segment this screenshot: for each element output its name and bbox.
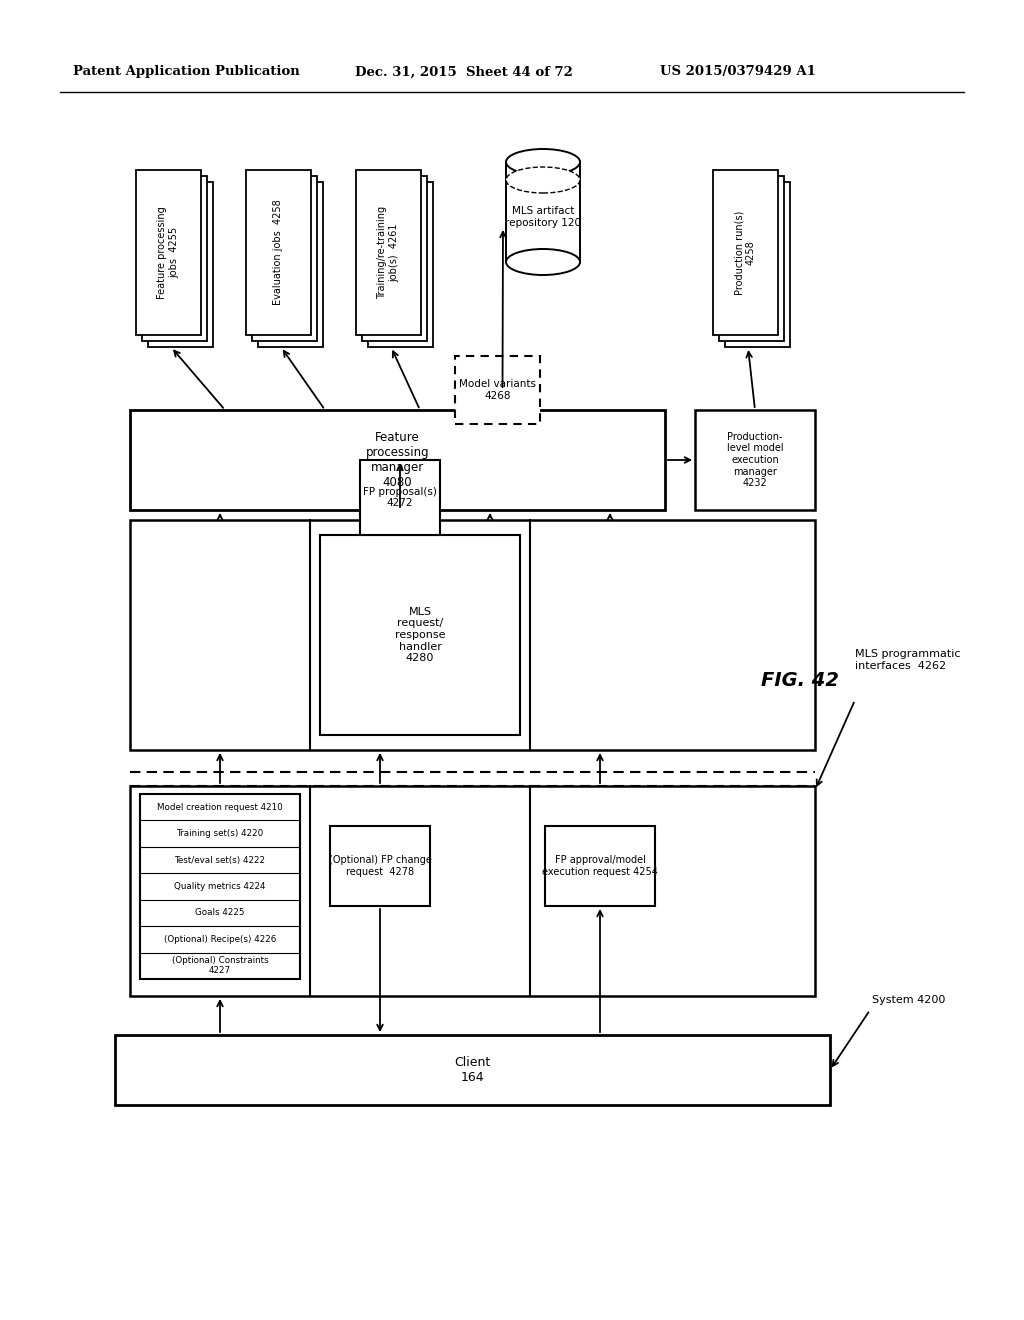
Bar [361, 176, 427, 341]
Text: Model creation request 4210: Model creation request 4210 [157, 803, 283, 812]
Text: Model variants
4268: Model variants 4268 [459, 379, 536, 401]
Bar [115, 1035, 830, 1105]
Text: Production run(s)
4258: Production run(s) 4258 [734, 210, 756, 294]
Text: FP proposal(s)
4272: FP proposal(s) 4272 [364, 487, 437, 508]
Text: Evaluation jobs  4258: Evaluation jobs 4258 [273, 199, 283, 305]
Bar [368, 182, 432, 347]
Ellipse shape [506, 149, 580, 176]
Text: (Optional) FP change
request  4278: (Optional) FP change request 4278 [329, 855, 431, 876]
Bar [725, 182, 790, 347]
Bar [140, 795, 300, 979]
Text: MLS artifact
repository 120: MLS artifact repository 120 [505, 206, 581, 228]
Text: Patent Application Publication: Patent Application Publication [73, 66, 300, 78]
Text: (Optional) Recipe(s) 4226: (Optional) Recipe(s) 4226 [164, 935, 276, 944]
Bar [130, 411, 665, 510]
Bar [319, 535, 520, 735]
Bar [360, 459, 440, 535]
Bar [257, 182, 323, 347]
Text: Quality metrics 4224: Quality metrics 4224 [174, 882, 266, 891]
Ellipse shape [506, 249, 580, 275]
Text: Training/re-training
job(s)  4261: Training/re-training job(s) 4261 [377, 206, 398, 300]
Bar [355, 170, 421, 335]
Bar [130, 520, 815, 750]
Text: Feature processing
jobs  4255: Feature processing jobs 4255 [158, 206, 179, 298]
Text: Dec. 31, 2015  Sheet 44 of 72: Dec. 31, 2015 Sheet 44 of 72 [355, 66, 572, 78]
Text: Training set(s) 4220: Training set(s) 4220 [176, 829, 263, 838]
Bar [252, 176, 316, 341]
Text: FP approval/model
execution request 4254: FP approval/model execution request 4254 [542, 855, 658, 876]
Text: System 4200: System 4200 [872, 995, 945, 1005]
Bar [330, 826, 430, 906]
Bar [506, 162, 580, 261]
Text: (Optional) Constraints
4227: (Optional) Constraints 4227 [172, 956, 268, 975]
Bar [455, 356, 540, 424]
Bar [141, 176, 207, 341]
Bar [719, 176, 783, 341]
Text: FIG. 42: FIG. 42 [761, 671, 839, 689]
Ellipse shape [506, 168, 580, 193]
Text: Production-
level model
execution
manager
4232: Production- level model execution manage… [727, 432, 783, 488]
Text: US 2015/0379429 A1: US 2015/0379429 A1 [660, 66, 816, 78]
Bar [545, 826, 655, 906]
Bar [147, 182, 213, 347]
Text: Client
164: Client 164 [455, 1056, 490, 1084]
Text: Test/eval set(s) 4222: Test/eval set(s) 4222 [174, 855, 265, 865]
Text: MLS programmatic
interfaces  4262: MLS programmatic interfaces 4262 [855, 649, 961, 671]
Text: MLS
request/
response
handler
4280: MLS request/ response handler 4280 [394, 607, 445, 663]
Text: Feature
processing
manager
4080: Feature processing manager 4080 [366, 432, 429, 488]
Bar [130, 785, 815, 997]
Bar [695, 411, 815, 510]
Bar [246, 170, 310, 335]
Bar [713, 170, 777, 335]
Bar [135, 170, 201, 335]
Text: Goals 4225: Goals 4225 [196, 908, 245, 917]
